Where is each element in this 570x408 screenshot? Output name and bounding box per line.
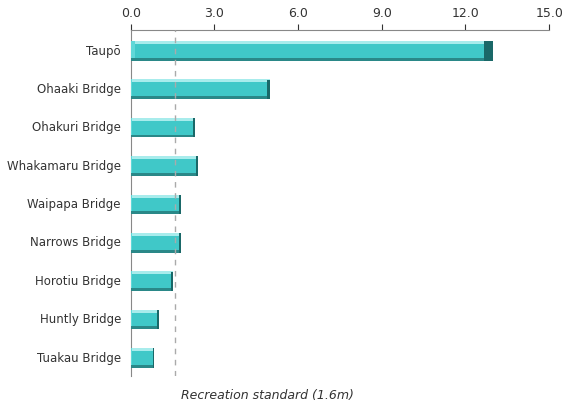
Bar [131,58,493,61]
Bar [179,195,181,214]
Bar [131,288,173,291]
Bar [131,41,493,44]
Text: Recreation standard (1.6m): Recreation standard (1.6m) [181,389,354,402]
Bar [131,233,132,250]
Bar [131,156,198,159]
Bar [131,195,132,211]
Bar [131,96,270,99]
Bar [131,118,132,135]
Bar [131,197,181,211]
Bar [131,156,132,173]
Bar [179,233,181,253]
Bar [131,233,181,236]
Bar [267,80,270,99]
Bar [131,118,195,121]
Bar [131,271,132,288]
Bar [131,274,173,288]
Bar [157,310,158,329]
Bar [196,157,198,176]
Bar [171,272,173,291]
Bar [131,236,181,250]
Bar [484,41,493,61]
Bar [131,82,270,96]
Bar [131,365,154,368]
Bar [131,44,493,58]
Bar [131,135,195,137]
Bar [131,80,132,96]
Bar [131,271,173,274]
Bar [131,313,158,326]
Bar [131,348,154,351]
Bar [153,348,154,368]
Bar [131,310,158,313]
Bar [131,173,198,176]
Bar [131,211,181,214]
Bar [131,41,135,58]
Bar [131,310,132,326]
Bar [131,348,132,365]
Bar [131,195,181,197]
Bar [131,326,158,329]
Bar [193,118,195,137]
Bar [131,159,198,173]
Bar [131,80,270,82]
Bar [131,250,181,253]
Bar [131,121,195,135]
Bar [131,351,154,365]
